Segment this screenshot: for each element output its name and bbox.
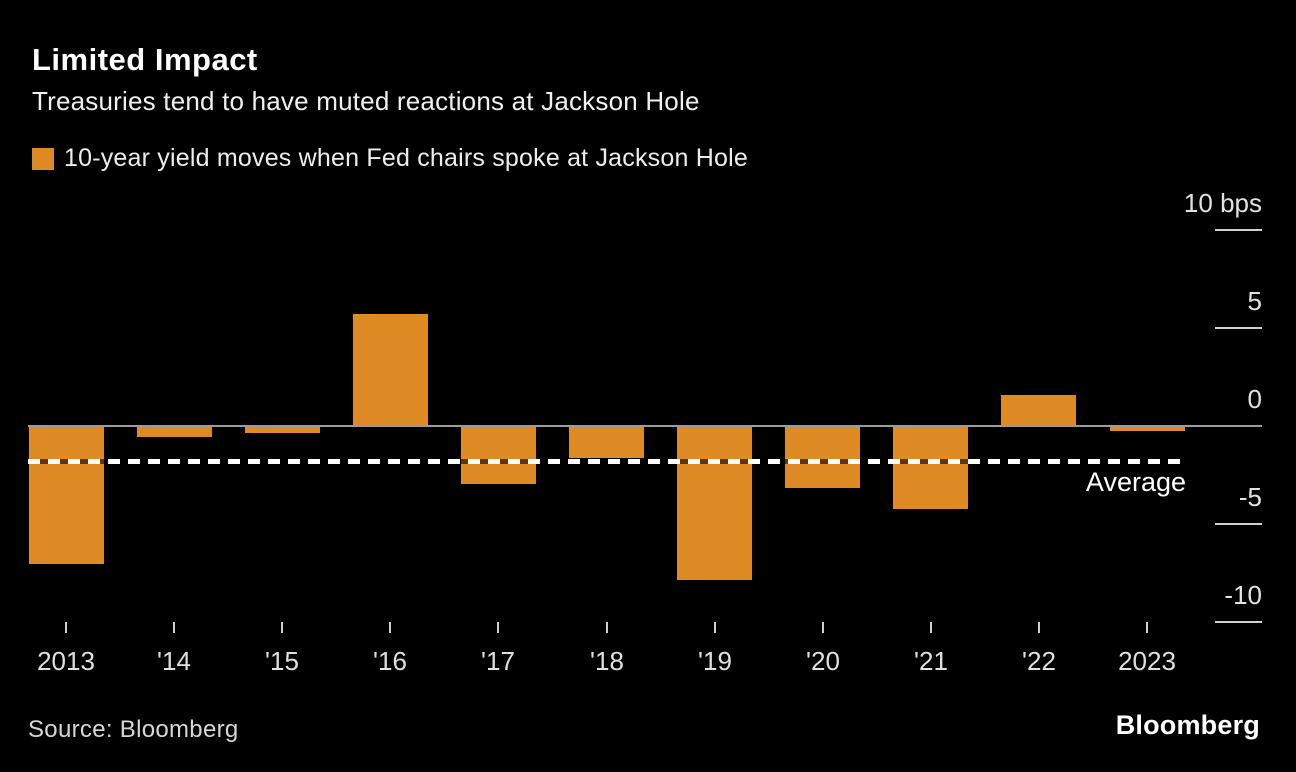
x-axis-tick-19 xyxy=(714,622,716,633)
x-axis-label-2023: 2023 xyxy=(1118,646,1176,676)
x-axis-label-21: '21 xyxy=(914,646,948,676)
x-axis-tick-2013 xyxy=(65,622,67,633)
x-axis-label-22: '22 xyxy=(1022,646,1056,676)
y-axis-label--5: -5 xyxy=(1238,482,1262,512)
bar-22 xyxy=(1001,395,1076,426)
y-axis-label-10: 10 bps xyxy=(1183,188,1262,218)
x-axis-tick-17 xyxy=(497,622,499,633)
legend-label: 10-year yield moves when Fed chairs spok… xyxy=(64,144,748,172)
chart-title: Limited Impact xyxy=(32,42,258,77)
average-line xyxy=(28,459,1186,464)
x-axis-label-2013: 2013 xyxy=(37,646,95,676)
x-axis-tick-16 xyxy=(389,622,391,633)
x-axis-label-19: '19 xyxy=(698,646,732,676)
x-axis-tick-2023 xyxy=(1146,622,1148,633)
x-axis-tick-22 xyxy=(1038,622,1040,633)
x-axis-tick-14 xyxy=(173,622,175,633)
y-axis-label-5: 5 xyxy=(1247,286,1262,316)
bar-15 xyxy=(245,427,320,433)
y-axis-tick-10 xyxy=(1215,229,1262,231)
bloomberg-logo: Bloomberg xyxy=(1115,710,1260,740)
x-axis-label-16: '16 xyxy=(373,646,407,676)
x-axis-tick-15 xyxy=(281,622,283,633)
y-axis-tick-5 xyxy=(1215,327,1262,329)
y-axis-tick--5 xyxy=(1215,523,1262,525)
y-axis-label-0: 0 xyxy=(1247,384,1262,414)
bar-18 xyxy=(569,427,644,458)
bar-2013 xyxy=(29,427,104,564)
bar-17 xyxy=(461,427,536,484)
x-axis-label-15: '15 xyxy=(265,646,299,676)
bar-19 xyxy=(677,427,752,580)
bar-21 xyxy=(893,427,968,509)
chart-subtitle: Treasuries tend to have muted reactions … xyxy=(32,86,700,116)
average-line-label: Average xyxy=(1085,467,1186,497)
bar-2023 xyxy=(1110,427,1185,431)
x-axis-tick-21 xyxy=(930,622,932,633)
x-axis-label-14: '14 xyxy=(157,646,191,676)
x-axis-tick-20 xyxy=(822,622,824,633)
legend-swatch-icon xyxy=(32,147,54,170)
bar-20 xyxy=(785,427,860,488)
x-axis-label-20: '20 xyxy=(806,646,840,676)
x-axis-label-17: '17 xyxy=(481,646,515,676)
y-axis-label--10: -10 xyxy=(1224,580,1262,610)
zero-axis-line xyxy=(28,425,1262,427)
bar-14 xyxy=(137,427,212,437)
x-axis-tick-18 xyxy=(606,622,608,633)
x-axis-label-18: '18 xyxy=(590,646,624,676)
bar-16 xyxy=(353,314,428,426)
y-axis-tick--10 xyxy=(1215,621,1262,623)
legend: 10-year yield moves when Fed chairs spok… xyxy=(32,144,748,173)
source-note: Source: Bloomberg xyxy=(28,716,239,743)
